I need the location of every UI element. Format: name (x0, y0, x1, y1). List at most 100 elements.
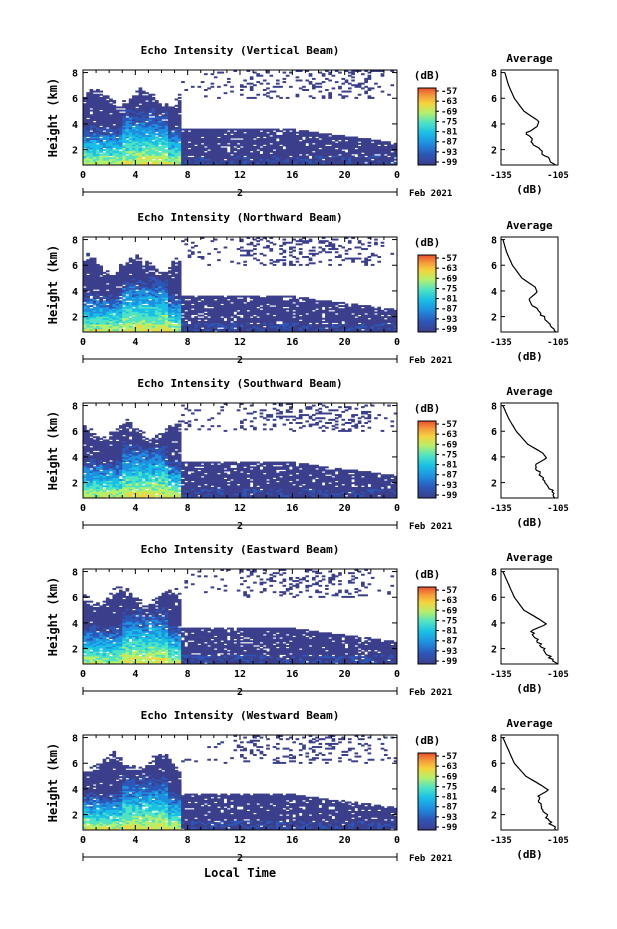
echo-cell (132, 127, 136, 129)
echo-cell (89, 313, 94, 315)
echo-cell (132, 286, 136, 289)
echo-cell (374, 147, 378, 150)
echo-cell (128, 150, 133, 153)
echo-cell (168, 314, 172, 317)
echo-cell (132, 290, 136, 293)
echo-cell (86, 138, 90, 141)
echo-cell (249, 314, 254, 317)
echo-cell (109, 324, 113, 327)
echo-cell (115, 313, 120, 315)
echo-cell (298, 141, 303, 144)
echo-cell (177, 303, 182, 306)
echo-cell (207, 327, 211, 330)
echo-cell (132, 111, 136, 114)
echo-cell (223, 141, 228, 144)
echo-cell (171, 301, 175, 304)
echo-cell (138, 108, 143, 110)
echo-cell (138, 134, 143, 137)
echo-cell (302, 141, 306, 144)
echo-cell (194, 327, 198, 330)
echo-cell (99, 324, 104, 327)
echo-cell (308, 298, 313, 301)
echo-cell (132, 115, 136, 118)
echo-cell (154, 155, 159, 158)
echo-cell (226, 81, 231, 84)
echo-cell (168, 134, 172, 137)
echo-cell (89, 117, 94, 120)
echo-cell (118, 325, 123, 328)
echo-cell (321, 81, 326, 84)
echo-cell (171, 125, 175, 128)
echo-cell (269, 161, 274, 164)
echo-cell (135, 257, 139, 260)
echo-cell (292, 158, 296, 161)
echo-cell (135, 281, 139, 284)
echo-cell (331, 153, 336, 156)
echo-cell (109, 144, 113, 147)
echo-cell (105, 313, 110, 315)
echo-cell (204, 128, 208, 131)
echo-cell (370, 152, 375, 155)
echo-cell (154, 133, 159, 136)
echo-cell (259, 262, 264, 265)
echo-cell (122, 298, 126, 301)
echo-cell (331, 141, 336, 144)
echo-cell (367, 141, 372, 144)
echo-cell (364, 70, 368, 72)
echo-cell (145, 294, 149, 296)
echo-cell (109, 279, 113, 282)
echo-cell (367, 160, 372, 163)
echo-cell (259, 82, 264, 85)
echo-cell (96, 115, 100, 118)
echo-cell (135, 109, 139, 112)
echo-cell (154, 128, 159, 131)
echo-cell (341, 160, 346, 163)
echo-cell (135, 160, 139, 163)
echo-cell (243, 134, 247, 137)
echo-cell (187, 300, 192, 303)
echo-cell (164, 117, 169, 120)
echo-cell (197, 311, 202, 314)
echo-cell (92, 303, 97, 306)
echo-cell (105, 298, 110, 301)
echo-cell (213, 301, 218, 304)
echo-cell (266, 295, 270, 298)
echo-cell (174, 325, 179, 328)
echo-cell (99, 311, 104, 314)
echo-cell (295, 298, 300, 301)
echo-cell (302, 150, 306, 153)
echo-cell (96, 103, 100, 106)
echo-cell (89, 158, 94, 161)
echo-cell (151, 267, 156, 270)
echo-cell (122, 275, 126, 277)
echo-cell (285, 130, 290, 133)
echo-cell (174, 328, 179, 331)
echo-cell (154, 306, 159, 309)
echo-cell (213, 311, 218, 314)
echo-cell (246, 155, 251, 158)
echo-cell (197, 128, 202, 131)
echo-cell (83, 98, 87, 101)
echo-cell (145, 109, 149, 112)
echo-cell (344, 158, 349, 161)
echo-cell (266, 149, 270, 152)
echo-cell (135, 138, 139, 141)
echo-cell (262, 246, 267, 249)
echo-cell (272, 141, 277, 144)
echo-cell (338, 136, 342, 139)
echo-cell (249, 153, 254, 156)
echo-cell (128, 115, 133, 118)
echo-cell (285, 149, 290, 152)
echo-cell (141, 160, 146, 163)
echo-cell (194, 136, 198, 139)
echo-cell (344, 81, 349, 84)
echo-cell (92, 138, 97, 141)
echo-cell (187, 301, 192, 304)
echo-cell (338, 138, 342, 141)
echo-cell (207, 328, 211, 331)
echo-cell (89, 161, 94, 164)
echo-cell (361, 144, 365, 147)
echo-cell (148, 146, 153, 148)
echo-cell (112, 130, 117, 133)
echo-cell (128, 317, 133, 320)
